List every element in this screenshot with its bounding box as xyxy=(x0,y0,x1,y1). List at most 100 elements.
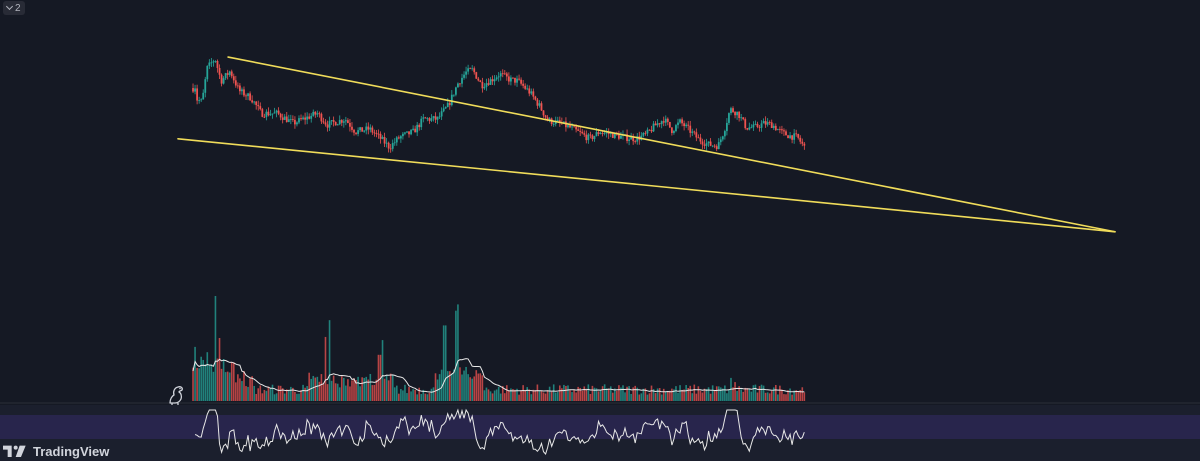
candle xyxy=(397,135,400,140)
candle xyxy=(198,96,201,104)
volume-bar xyxy=(772,387,775,401)
candle xyxy=(703,139,706,150)
volume-bar xyxy=(308,372,310,401)
candle xyxy=(430,114,433,122)
volume-bar xyxy=(385,375,388,401)
volume-bar xyxy=(497,386,500,401)
volume-bar xyxy=(722,388,724,401)
volume-bar xyxy=(717,386,720,401)
volume-bar xyxy=(290,386,292,401)
volume-bar xyxy=(463,370,465,401)
volume-bar xyxy=(766,392,769,401)
candle xyxy=(670,127,673,136)
volume-bar xyxy=(664,391,667,401)
volume-bar xyxy=(444,325,447,401)
candle xyxy=(742,117,745,121)
candle xyxy=(281,113,284,124)
chevron-down-icon xyxy=(5,2,14,11)
volume-bar xyxy=(585,388,588,401)
pane-count-label: 2 xyxy=(15,2,21,14)
candle xyxy=(324,119,327,127)
candle xyxy=(202,89,205,100)
volume-bar xyxy=(632,387,634,401)
volume-bar xyxy=(673,389,675,401)
candle xyxy=(399,135,402,143)
volume-bar xyxy=(271,384,274,401)
candle xyxy=(330,119,333,125)
volume-bar xyxy=(322,384,325,401)
candle xyxy=(589,131,592,139)
candle xyxy=(560,117,563,126)
candle xyxy=(479,79,482,83)
volume-bar xyxy=(779,385,781,401)
volume-bar xyxy=(781,389,783,401)
candle xyxy=(279,112,282,121)
volume-bar xyxy=(351,380,353,401)
candle xyxy=(675,123,677,133)
candle xyxy=(389,143,392,153)
candle xyxy=(228,70,231,77)
candle xyxy=(691,128,694,137)
volume-bar xyxy=(697,386,700,401)
volume-bar xyxy=(726,393,728,401)
candle xyxy=(497,72,500,82)
candle xyxy=(740,113,743,121)
volume-bar xyxy=(667,391,669,401)
candle xyxy=(477,76,480,82)
trendline-overlays[interactable] xyxy=(177,56,1116,233)
volume-bar xyxy=(440,369,443,401)
tradingview-brand[interactable]: TradingView xyxy=(3,442,109,460)
candle xyxy=(783,128,785,136)
candle xyxy=(593,135,596,142)
volume-bar xyxy=(748,388,751,401)
volume-bar xyxy=(660,394,663,401)
volume-bar xyxy=(235,382,237,401)
volume-bar xyxy=(609,386,612,401)
volume-bar xyxy=(624,392,626,401)
volume-bar xyxy=(404,384,406,401)
volume-bar xyxy=(292,387,294,401)
candle xyxy=(556,116,559,122)
candle xyxy=(473,66,476,75)
volume-bar xyxy=(438,374,441,401)
candle xyxy=(536,98,539,109)
volume-bar xyxy=(777,394,779,401)
candle xyxy=(342,119,345,128)
volume-bar xyxy=(703,388,706,401)
volume-bar xyxy=(365,376,368,401)
volume-bar xyxy=(540,390,543,401)
volume-bar xyxy=(200,356,202,401)
candle xyxy=(601,131,604,137)
candle xyxy=(778,126,781,134)
trendline-lower[interactable] xyxy=(177,137,1116,233)
candle xyxy=(275,109,278,118)
volume-bar xyxy=(475,370,478,401)
volume-bar xyxy=(693,384,696,401)
candle xyxy=(736,111,738,120)
volume-bar xyxy=(222,359,225,401)
candle xyxy=(723,129,726,140)
volume-bar xyxy=(607,388,610,401)
candle xyxy=(236,82,239,89)
trendline-upper[interactable] xyxy=(227,56,1116,233)
candle xyxy=(294,116,296,129)
candle xyxy=(650,125,653,134)
volume-bar xyxy=(387,380,390,401)
volume-bar xyxy=(361,377,363,401)
candle xyxy=(501,69,504,78)
candle xyxy=(312,109,315,117)
candle xyxy=(363,130,366,133)
candle xyxy=(577,126,580,132)
candle xyxy=(381,135,384,140)
candle xyxy=(707,141,710,147)
volume-bar xyxy=(228,372,231,401)
candle xyxy=(734,110,736,119)
pane-legend-toggle[interactable]: 2 xyxy=(3,1,25,15)
volume-bar xyxy=(359,386,361,401)
candle xyxy=(538,100,541,108)
candle xyxy=(642,132,645,138)
candle xyxy=(414,125,417,133)
volume-bar xyxy=(446,371,449,401)
volume-bar xyxy=(715,386,718,401)
